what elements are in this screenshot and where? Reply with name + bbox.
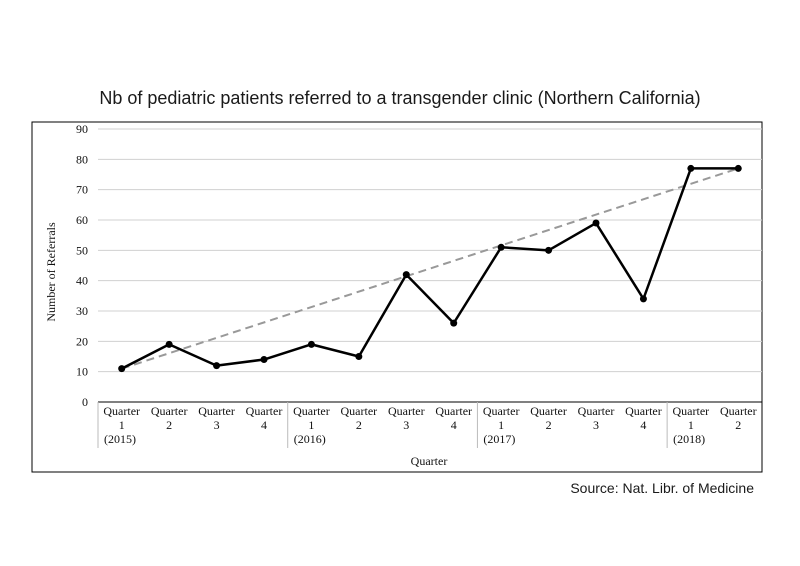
x-tick-label: 2	[166, 418, 172, 432]
data-point	[355, 353, 363, 360]
source-note: Source: Nat. Libr. of Medicine	[570, 480, 754, 496]
y-tick-labels: 0 10 20 30 40 50 60 70 80 90	[76, 122, 88, 409]
x-tick-label: Quarter	[293, 404, 330, 418]
x-tick-label: 2	[356, 418, 362, 432]
data-point	[497, 243, 505, 251]
x-tick-label: 1	[688, 418, 694, 432]
y-tick-label: 60	[76, 213, 88, 227]
x-tick-label: Quarter	[673, 404, 710, 418]
data-points	[118, 164, 742, 373]
y-tick-label: 40	[76, 274, 88, 288]
x-year-label: (2016)	[294, 432, 326, 446]
data-point	[592, 219, 600, 227]
x-year-label: (2018)	[673, 432, 705, 446]
x-tick-label: 3	[593, 418, 599, 432]
x-tick-label: 3	[214, 418, 220, 432]
data-point	[450, 319, 458, 327]
x-tick-label: Quarter	[341, 404, 378, 418]
grid-lines	[97, 128, 762, 448]
x-tick-label: 1	[308, 418, 314, 432]
x-tick-label: Quarter	[435, 404, 472, 418]
series-line	[121, 167, 739, 370]
x-tick-label: 2	[546, 418, 552, 432]
x-tick-label: Quarter	[198, 404, 235, 418]
y-tick-label: 80	[76, 152, 88, 166]
y-tick-label: 50	[76, 243, 88, 257]
x-tick-label: 4	[640, 418, 646, 432]
data-point	[402, 271, 410, 279]
x-category-labels: Quarter1(2015)Quarter2Quarter3Quarter4Qu…	[103, 404, 756, 446]
x-tick-label: Quarter	[103, 404, 140, 418]
x-tick-label: 3	[403, 418, 409, 432]
x-tick-label: Quarter	[483, 404, 520, 418]
data-point	[687, 164, 695, 172]
x-tick-label: Quarter	[625, 404, 662, 418]
x-tick-label: Quarter	[388, 404, 425, 418]
y-axis-label: Number of Referrals	[44, 222, 58, 322]
y-tick-label: 10	[76, 365, 88, 379]
x-tick-label: 4	[451, 418, 457, 432]
x-year-label: (2017)	[483, 432, 515, 446]
x-tick-label: 4	[261, 418, 267, 432]
x-tick-label: Quarter	[246, 404, 283, 418]
y-tick-label: 30	[76, 304, 88, 318]
x-tick-label: 1	[498, 418, 504, 432]
y-tick-label: 0	[82, 395, 88, 409]
data-point	[165, 340, 173, 348]
x-tick-label: 2	[735, 418, 741, 432]
data-point	[639, 295, 647, 303]
x-year-label: (2015)	[104, 432, 136, 446]
x-tick-label: Quarter	[530, 404, 567, 418]
trend-line	[121, 167, 739, 370]
x-tick-label: Quarter	[578, 404, 615, 418]
data-point	[260, 356, 268, 364]
chart-title: Nb of pediatric patients referred to a t…	[99, 88, 701, 108]
y-tick-label: 20	[76, 334, 88, 348]
data-point	[545, 246, 553, 254]
chart-frame	[31, 121, 763, 473]
data-point	[213, 362, 221, 370]
x-tick-label: Quarter	[151, 404, 188, 418]
x-axis-label: Quarter	[411, 454, 448, 468]
data-point	[734, 164, 742, 172]
y-tick-label: 70	[76, 183, 88, 197]
x-tick-label: Quarter	[720, 404, 757, 418]
data-point	[118, 365, 126, 373]
y-tick-label: 90	[76, 122, 88, 136]
data-point	[307, 340, 315, 348]
x-tick-label: 1	[119, 418, 125, 432]
